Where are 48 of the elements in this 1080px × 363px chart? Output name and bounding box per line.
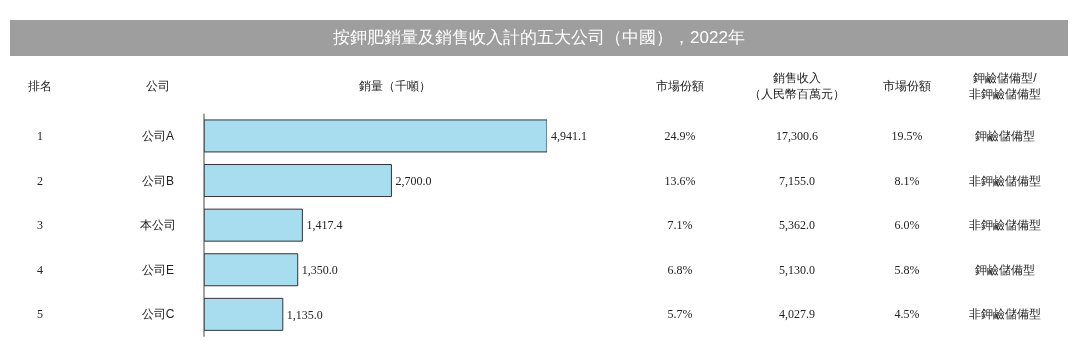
text: 7.1% (666, 217, 694, 234)
text: 非鉀鹼儲備型 (968, 172, 1042, 189)
text: 5.8% (894, 262, 920, 277)
text: 排名 (27, 78, 53, 94)
text: 2 (36, 172, 44, 189)
text: 銷售收入（人民幣百萬元） (748, 70, 846, 102)
text: 市場份額 (883, 79, 931, 93)
text: 5,362.0 (778, 217, 816, 234)
text: 鉀鹼儲備型/非鉀鹼儲備型 (969, 71, 1041, 101)
x-axis-title: 銷量（千噸） (358, 78, 432, 94)
text: 1 (36, 128, 44, 144)
y-tick-label: 公司A (141, 129, 175, 143)
bar (204, 297, 284, 331)
text: 4,027.9 (778, 306, 816, 323)
y-tick-label: 公司B (141, 173, 175, 188)
text: 17,300.6 (775, 128, 819, 144)
data-label: 1,135.0 (286, 307, 323, 322)
text: 非鉀鹼儲備型 (968, 217, 1042, 234)
text: 市場份額 (656, 79, 704, 93)
y-tick-label: 公司E (141, 262, 175, 277)
text: 7,155.0 (778, 172, 816, 189)
data-label: 1,417.4 (306, 218, 343, 233)
text: 非鉀鹼儲備型 (968, 306, 1042, 323)
y-tick-label: 本公司 (140, 218, 176, 233)
y-axis-title: 公司 (145, 78, 171, 94)
text: 6.0% (894, 218, 920, 233)
text: 5,130.0 (778, 261, 816, 278)
chart-title: 按鉀肥銷量及銷售收入計的五大公司（中國），2022年 (10, 20, 1068, 56)
data-label: 2,700.0 (395, 173, 432, 188)
text: 鉀鹼儲備型 (974, 261, 1036, 278)
text: 24.9% (663, 128, 697, 144)
text: 鉀鹼儲備型 (974, 128, 1036, 144)
text: 5 (36, 306, 44, 323)
bar (204, 119, 547, 153)
bar (204, 164, 392, 198)
text: 6.8% (666, 261, 694, 278)
text: 4.5% (894, 307, 920, 322)
bar (204, 208, 303, 242)
data-label: 1,350.0 (301, 263, 338, 277)
text: 19.5% (891, 129, 923, 143)
text: 13.6% (663, 172, 697, 189)
text: 3 (36, 217, 44, 234)
text: 4 (36, 261, 44, 278)
bar (204, 253, 299, 287)
data-label: 4,941.1 (551, 129, 587, 144)
text: 8.1% (894, 173, 920, 188)
y-tick-label: 公司C (141, 307, 175, 322)
text: 5.7% (666, 306, 694, 323)
